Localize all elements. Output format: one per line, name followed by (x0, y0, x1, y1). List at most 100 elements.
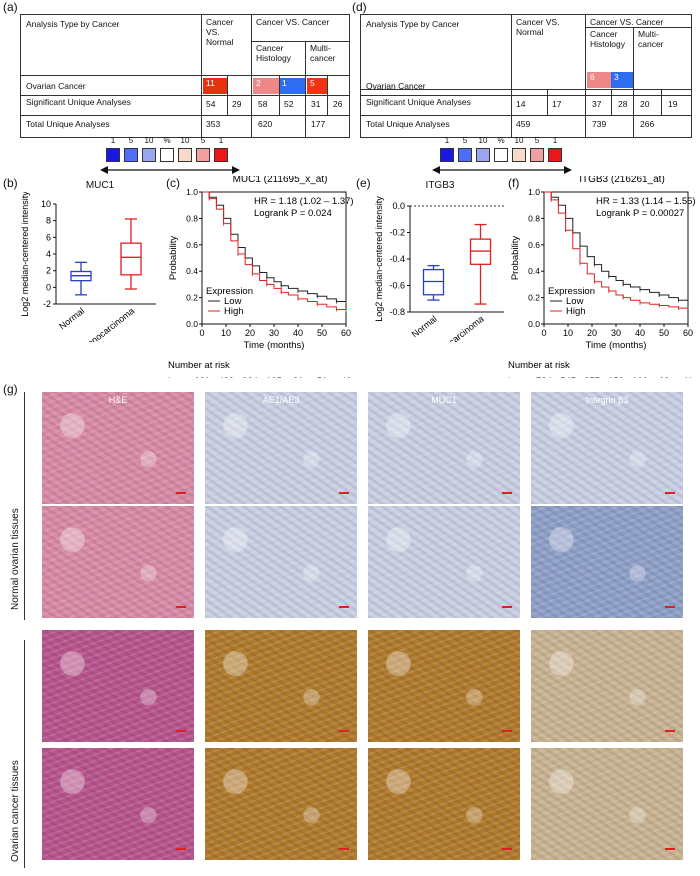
panel-label-a: (a) (3, 0, 18, 14)
row-group-normal: Normal ovarian tissues (10, 508, 21, 610)
cell-over-5: 5 (307, 78, 327, 94)
y-tick-label: 0 (46, 282, 51, 292)
risk-value: 51 (317, 376, 328, 378)
boxplot-e: -0.8 -0.6 -0.4 -0.2 0.0 Log2 median-centered … (374, 196, 504, 342)
legend-entry: Low (224, 296, 242, 307)
x-tick-label: 10 (563, 328, 573, 338)
scale-bar (665, 730, 675, 732)
box-tumor (120, 218, 142, 290)
histology-image-integrin-b3-row3 (531, 630, 683, 742)
scale-num: 10 (144, 136, 154, 145)
histology-image-integrin-b3-row2 (531, 506, 683, 618)
y-tick-label: 0.4 (186, 266, 198, 276)
cell-r2c2: 17 (552, 99, 562, 109)
x-tick-label: 10 (221, 328, 231, 338)
cell-r2c5: 31 (311, 99, 321, 109)
x-tick-label: 20 (245, 328, 255, 338)
gene-title-e: ITGB3 (425, 180, 455, 191)
scale-bar (339, 730, 349, 732)
risk-title: Number at risk (168, 360, 230, 371)
scale-bar (176, 848, 186, 850)
scale-bar-d: 1 5 10 % 10 5 1 (440, 136, 600, 178)
scale-bar (502, 606, 512, 608)
y-tick-label: -0.8 (389, 307, 405, 317)
risk-value: 159 (608, 376, 624, 378)
sub-multi-cancer: Multi-cancer (638, 29, 664, 49)
scale-bar (502, 848, 512, 850)
histology-image-he-row3 (42, 630, 194, 742)
histology-image-muc1-row3 (368, 630, 520, 742)
risk-value: 103 (632, 376, 648, 378)
scale-num: 1 (444, 136, 450, 145)
y-tick-label: 4 (46, 249, 51, 259)
y-axis-label: Log2 median-centered intensity (20, 192, 30, 317)
x-category-label: Normal (410, 314, 439, 340)
cell-r3c3: 739 (592, 119, 607, 129)
cell-r3c5: 177 (311, 119, 326, 129)
gene-title-b: MUC1 (85, 180, 115, 191)
x-tick-label: 30 (611, 328, 621, 338)
box-iqr (469, 238, 492, 265)
risk-value: 224 (242, 376, 258, 378)
box-normal (70, 261, 92, 296)
risk-value: 125 (266, 376, 282, 378)
bracket-cancer (24, 640, 25, 868)
y-tick-label: 6 (46, 232, 51, 242)
y-tick-label: 1.0 (186, 187, 198, 197)
histology-image-he-row4 (42, 748, 194, 860)
x-tick-label: 20 (587, 328, 597, 338)
cell-r2c5: 20 (640, 99, 650, 109)
cell-under-3: 3 (611, 72, 633, 88)
box-normal (422, 264, 445, 301)
histology-image-ae1-ae3-row4 (205, 748, 357, 860)
x-tick-label: 0 (199, 328, 204, 338)
cell-r2c6: 26 (333, 99, 343, 109)
boxplot-b: -2 0 2 4 6 8 10 Log2 median-centered intensity N… (20, 192, 156, 342)
scale-num: 1 (218, 136, 224, 145)
legend-entry: High (224, 306, 244, 317)
km-title: ITGB3 (216261_at) (579, 176, 665, 185)
risk-row-label: Low (508, 376, 526, 378)
table-header-col: Analysis Type by Cancer (366, 19, 460, 29)
column-label-muc1: MUC1 (431, 395, 457, 405)
cell-r3c1: 459 (516, 119, 531, 129)
logrank-text: Logrank P = 0.00027 (596, 208, 684, 219)
box-tumor (469, 223, 492, 305)
scale-num: % (163, 136, 171, 145)
legend-title: Expression (206, 286, 253, 297)
scale-bar (665, 848, 675, 850)
col-cancer-vs-normal: Cancer VS. Normal (206, 17, 234, 47)
x-tick-label: 60 (341, 328, 351, 338)
scale-bar (339, 492, 349, 494)
column-label-he: H&E (108, 395, 128, 405)
scale-bar (502, 492, 512, 494)
y-tick-label: -0.4 (389, 254, 405, 264)
cell-r2c3: 37 (592, 99, 602, 109)
cell-r2c2: 29 (232, 99, 242, 109)
scale-bar (339, 606, 349, 608)
y-tick-label: -0.6 (389, 281, 405, 291)
x-tick-label: 50 (659, 328, 669, 338)
scale-num: 1 (110, 136, 116, 145)
risk-value: 62 (659, 376, 670, 378)
histology-image-integrin-b3-row1: Integrin β3 (531, 392, 683, 504)
table-header-col: Analysis Type by Cancer (26, 19, 120, 29)
cell-r2c1: 54 (206, 99, 216, 109)
scale-num: 5 (200, 136, 206, 145)
histology-image-ae1-ae3-row3 (205, 630, 357, 742)
panel-label-d: (d) (352, 0, 367, 14)
y-tick-label: 0.8 (528, 213, 540, 223)
y-axis-label: Probability (168, 236, 179, 281)
x-axis-label: Time (months) (586, 340, 647, 351)
risk-row-label: Low (168, 376, 186, 378)
legend-title: Expression (548, 286, 595, 297)
histology-image-he-row2 (42, 506, 194, 618)
risk-value: 428 (218, 376, 234, 378)
y-tick-label: 0.6 (528, 240, 540, 250)
y-tick-label: 0.2 (186, 293, 198, 303)
risk-value: 277 (584, 376, 600, 378)
histology-image-ae1-ae3-row1: AE1/AE3 (205, 392, 357, 504)
panel-label-e: (e) (356, 176, 371, 190)
row-group-cancer: Ovarian cancer tissues (10, 760, 21, 862)
y-tick-label: 0.8 (186, 213, 198, 223)
